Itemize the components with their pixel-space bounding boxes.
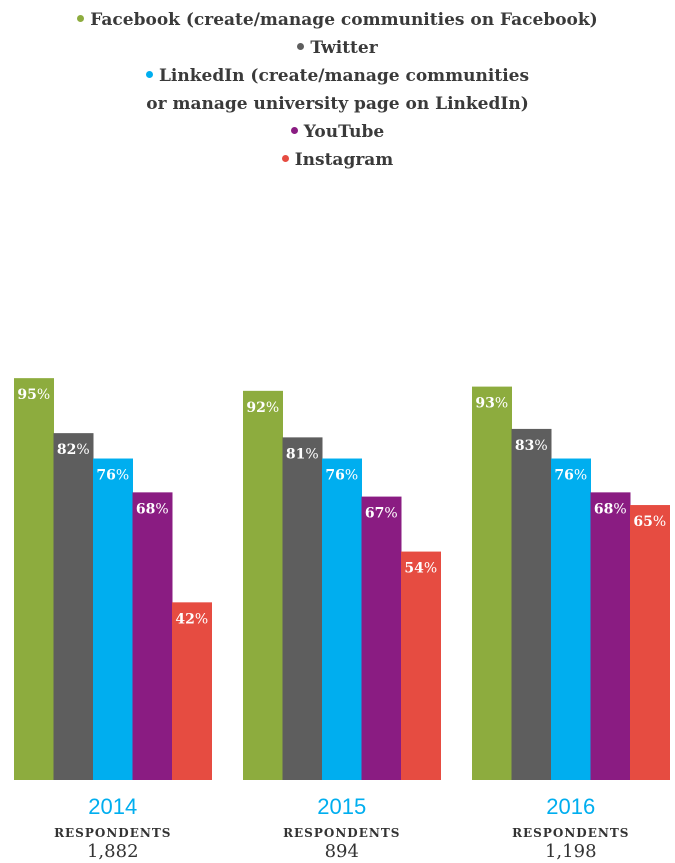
bar [511,428,552,780]
legend-label: Twitter [0,34,675,62]
respondents-count: 1,882 [86,841,139,862]
bar-value-label: 42% [175,611,208,627]
bar-value-label: 68% [136,501,169,517]
chart-legend: Facebook (create/manage communities on F… [0,6,675,174]
bar [243,390,283,780]
legend-item-3: LinkedIn (create/manage communities or ma… [0,62,675,118]
respondents-label: RESPONDENTS [54,826,172,840]
bar [93,458,133,780]
respondents-label: RESPONDENTS [512,826,630,840]
respondents-count: 1,198 [544,841,597,862]
legend-label: LinkedIn (create/manage communities [0,62,675,90]
legend-label: YouTube [0,118,675,146]
legend-swatch [297,43,305,50]
bar-value-label: 95% [17,387,50,403]
legend-swatch [290,127,298,134]
bar-value-label: 76% [325,468,358,484]
legend-item-4: YouTube [0,118,675,146]
legend-label: Instagram [0,146,675,174]
bar [53,433,94,780]
bar [472,386,512,780]
bar-value-label: 76% [554,468,587,484]
bar [590,492,631,780]
bar-value-label: 68% [594,501,627,517]
bar [282,437,323,780]
bar-value-label: 93% [475,396,508,412]
category-label: 2014 [88,794,138,819]
legend-item-2: Twitter [0,34,675,62]
bar-value-label: 81% [286,446,319,462]
legend-item-1: Facebook (create/manage communities on F… [0,6,675,34]
legend-swatch [77,15,85,22]
bar-value-label: 92% [246,400,279,416]
bar [401,551,441,780]
bar [361,496,402,780]
respondents-label: RESPONDENTS [283,826,401,840]
bar-value-label: 82% [57,442,90,458]
bar [132,492,173,780]
bar [322,458,362,780]
legend-swatch [281,155,289,162]
category-label: 2016 [546,794,596,819]
bar-value-label: 76% [96,468,129,484]
respondents-count: 894 [324,841,359,862]
bar-value-label: 67% [365,506,398,522]
bar [551,458,591,780]
category-label: 2015 [317,794,367,819]
legend-swatch [145,71,153,78]
legend-label: or manage university page on LinkedIn) [146,94,529,114]
bar [630,505,670,780]
bar-value-label: 54% [404,561,437,577]
legend-label: Facebook (create/manage communities on F… [0,6,675,34]
bar-value-label: 83% [515,438,548,454]
bar [172,602,212,780]
legend-item-5: Instagram [0,146,675,174]
bar-value-label: 65% [633,514,666,530]
bar [14,378,54,780]
